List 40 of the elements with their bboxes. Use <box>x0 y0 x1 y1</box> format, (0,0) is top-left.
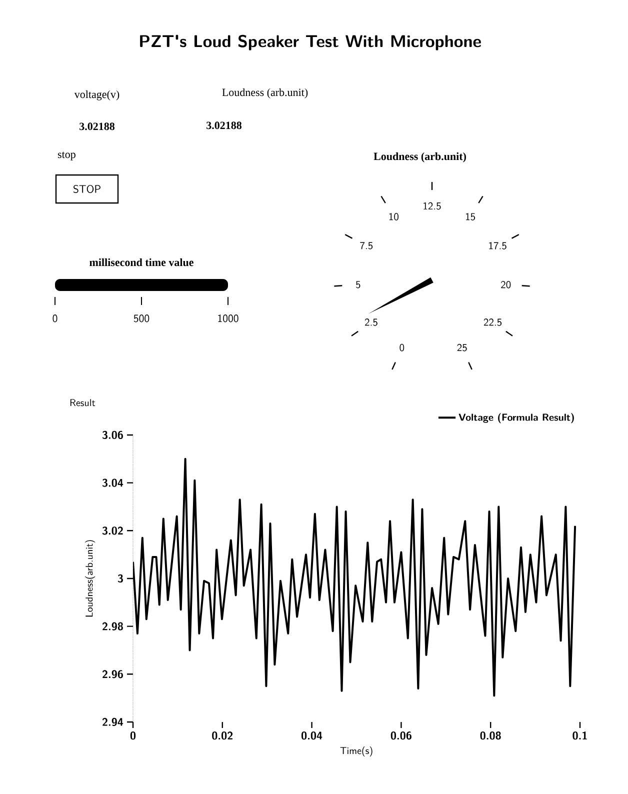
x-axis-title: Time(s) <box>340 746 372 757</box>
y-axis-title: Loudness(arb.unit) <box>85 540 96 617</box>
y-tick-label: 3.06 <box>102 430 123 440</box>
y-tick-label: 3.04 <box>102 478 124 487</box>
text: millisecond time value <box>90 258 194 266</box>
y-tick-label: 3.02 <box>102 526 123 535</box>
x-tick-label: 0.08 <box>480 732 501 740</box>
text: 17.5 <box>489 242 506 250</box>
text: 3.02188 <box>80 122 114 130</box>
text: 22.5 <box>484 318 502 326</box>
legend-label: Voltage (Formula Result) <box>458 413 574 424</box>
text: Loudness (arb.unit) <box>222 88 308 98</box>
y-tick-label: 2.96 <box>102 670 123 678</box>
text: 500 <box>134 314 150 322</box>
y-tick-label: 3 <box>118 574 123 583</box>
text: voltage(v) <box>74 90 120 100</box>
x-tick-label: 0.1 <box>572 732 587 740</box>
text: 7.5 <box>360 242 373 250</box>
text: stop <box>58 152 76 160</box>
text: 25 <box>457 344 467 352</box>
y-tick-label: 2.94 <box>102 718 124 726</box>
text: 1000 <box>218 314 238 322</box>
text: 5 <box>356 281 360 288</box>
text: 15 <box>466 213 476 220</box>
chart-title: Result <box>70 399 96 406</box>
text: 20 <box>501 280 511 288</box>
text: Loudness (arb.unit) <box>374 152 466 162</box>
text: 3.02188 <box>206 122 242 130</box>
text: 0 <box>400 344 404 352</box>
x-tick-label: 0 <box>130 732 136 740</box>
text: 0 <box>52 314 58 322</box>
x-tick-label: 0.02 <box>212 732 233 740</box>
x-tick-label: 0.06 <box>390 732 412 740</box>
text: PZT's Loud Speaker Test With Microphone <box>140 34 481 50</box>
text: 2.5 <box>364 318 378 326</box>
text: STOP <box>73 184 100 194</box>
y-tick-label: 2.98 <box>102 622 123 630</box>
text: 10 <box>389 213 398 220</box>
text: 12.5 <box>424 202 441 210</box>
x-tick-label: 0.04 <box>302 732 322 740</box>
